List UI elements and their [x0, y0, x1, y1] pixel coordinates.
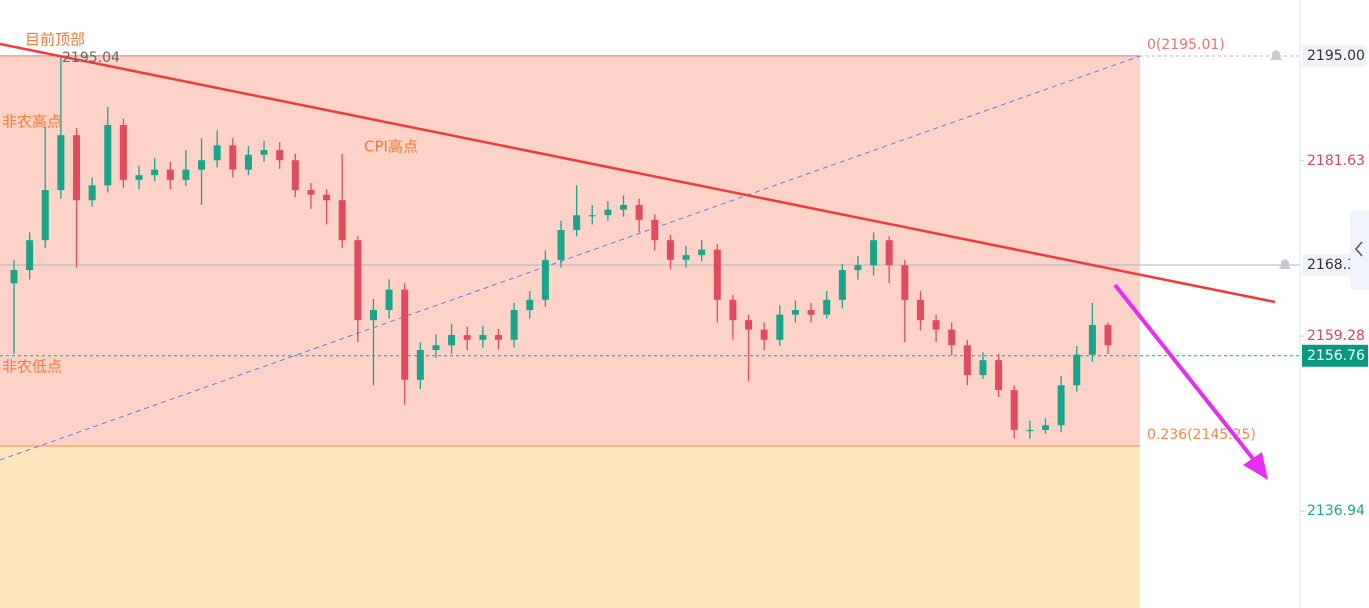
candle-body [463, 335, 471, 340]
y-tick-label: 2136.94 [1307, 503, 1365, 519]
candle-body [1104, 324, 1112, 346]
candle-body [870, 240, 878, 266]
y-tick-label: 2181.63 [1307, 153, 1365, 169]
candle-body [1057, 385, 1065, 426]
candle-body [323, 194, 331, 201]
fib-zone [0, 55, 1140, 447]
annotation: CPI高点 [364, 138, 418, 156]
candle-body [1026, 429, 1034, 432]
annotation: 非农低点 [2, 358, 62, 376]
candle-body [635, 204, 643, 220]
candle-body [244, 154, 252, 170]
candle-body [823, 299, 831, 315]
candle-body [901, 265, 909, 300]
candle-body [494, 335, 502, 340]
candle-body [541, 259, 549, 300]
candle-body [369, 309, 377, 321]
candle-body [260, 150, 268, 155]
candle-body [229, 145, 237, 170]
candle-body [666, 240, 674, 260]
candle-body [698, 249, 706, 256]
arrow-head [1243, 452, 1268, 480]
candle-body [57, 135, 65, 191]
fib-zone [0, 446, 1140, 608]
candle-body [776, 314, 784, 340]
y-tick-label: 2159.28 [1307, 328, 1365, 344]
candle-body [448, 335, 456, 346]
alert-bell [1279, 258, 1291, 269]
annotation: 非农高点 [2, 113, 62, 131]
candle-body [932, 320, 940, 330]
candle-body [151, 169, 159, 176]
candle-body [1041, 425, 1049, 430]
candle-body [651, 219, 659, 241]
side-tab-icon[interactable] [1355, 241, 1363, 257]
candle-body [1088, 324, 1096, 355]
candle-body [213, 145, 221, 161]
candle-body [620, 204, 628, 210]
candle-body [682, 255, 690, 260]
candle-body [307, 190, 315, 195]
candle-body [1010, 389, 1018, 430]
trendline [0, 42, 1276, 304]
candle-body [385, 289, 393, 310]
candle-body [401, 289, 409, 380]
candle-body [135, 175, 143, 180]
candle-body [807, 309, 815, 315]
candle-body [104, 124, 112, 186]
candle-body [338, 200, 346, 241]
y-tick-label: 2195.00 [1307, 48, 1365, 64]
candle-body [713, 249, 721, 300]
candle-body [276, 150, 284, 161]
candle-body [119, 124, 127, 180]
annotation: 目前顶部 [25, 31, 85, 49]
candle-body [198, 160, 206, 170]
candle-body [182, 169, 190, 180]
candle-body [979, 360, 987, 376]
candle-body [88, 185, 96, 201]
candle-body [26, 240, 34, 271]
candle-body [588, 215, 596, 217]
candle-body [73, 135, 81, 201]
alert-bell [1270, 49, 1282, 60]
candle-body [416, 349, 424, 380]
candle-body [291, 160, 299, 191]
candle-body [963, 345, 971, 376]
candle-body [729, 299, 737, 321]
candle-body [432, 345, 440, 350]
annotation: 2195.04 [62, 50, 120, 66]
y-tick-box [1302, 44, 1366, 67]
candle-body [354, 240, 362, 321]
last-price-label: 2156.76 [1307, 348, 1365, 364]
candle-body [791, 309, 799, 315]
candle-body [510, 309, 518, 340]
candle-body [916, 299, 924, 321]
candle-body [854, 265, 862, 271]
candle-body [573, 215, 581, 231]
candle-body [838, 270, 846, 300]
candle-body [885, 240, 893, 266]
last-price-box [1302, 344, 1368, 367]
candle-body [10, 270, 18, 284]
candle-body [1073, 354, 1081, 386]
candle-body [948, 329, 956, 346]
candle-body [557, 230, 565, 260]
side-tab[interactable] [1350, 210, 1369, 290]
dashed-trendline [0, 55, 1141, 461]
candle-body [166, 169, 174, 180]
fib-label: 0(2195.01) [1147, 37, 1225, 53]
candle-body [604, 209, 612, 216]
arrow [1113, 283, 1260, 467]
candle-body [41, 190, 49, 241]
candle-body [745, 320, 753, 330]
candle-body [995, 360, 1003, 390]
candle-body [526, 299, 534, 310]
candle-body [760, 329, 768, 340]
candle-body [479, 335, 487, 340]
